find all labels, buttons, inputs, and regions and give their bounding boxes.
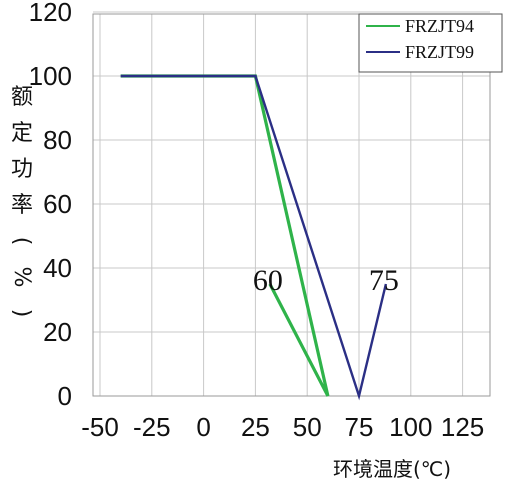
y-tick-labels: 120 100 80 60 40 20 0 <box>29 0 72 411</box>
y-tick-label: 120 <box>29 0 72 27</box>
x-tick-label: 100 <box>389 412 432 442</box>
legend-label: FRZJT94 <box>405 16 474 36</box>
x-tick-label: 75 <box>345 412 374 442</box>
y-axis-label-char: ) <box>9 309 34 318</box>
annotations: 60 75 <box>253 264 399 297</box>
x-tick-label: 50 <box>293 412 322 442</box>
y-tick-label: 60 <box>43 189 72 219</box>
y-axis-label-char: ( <box>9 237 34 246</box>
grid <box>92 11 491 397</box>
y-tick-label: 0 <box>58 381 72 411</box>
y-tick-label: 100 <box>29 61 72 91</box>
plot-frame <box>92 13 491 397</box>
y-axis-label-char: 率 <box>11 193 33 218</box>
y-axis-label-char: % <box>9 267 34 288</box>
series-layer <box>120 74 388 401</box>
x-tick-label: -25 <box>133 412 171 442</box>
y-axis-label-char: 功 <box>11 157 33 182</box>
annotation-label: 60 <box>253 264 283 297</box>
x-tick-label: 125 <box>441 412 484 442</box>
x-tick-label: -50 <box>81 412 119 442</box>
y-axis-label-char: 额 <box>11 85 33 110</box>
x-tick-labels: -50 -25 0 25 50 75 100 125 <box>81 412 484 442</box>
y-axis-label-char: 定 <box>11 121 33 146</box>
legend-box <box>358 13 503 73</box>
y-tick-label: 20 <box>43 317 72 347</box>
x-axis-label: 环境温度(℃) <box>333 457 451 481</box>
legend-label: FRZJT99 <box>405 42 474 62</box>
y-tick-label: 40 <box>43 253 72 283</box>
annotation-label: 75 <box>369 264 399 297</box>
x-tick-label: 25 <box>241 412 270 442</box>
legend: FRZJT94 FRZJT99 <box>358 13 503 73</box>
x-tick-label: 0 <box>196 412 210 442</box>
y-tick-label: 80 <box>43 125 72 155</box>
series-line-FRZJT99 <box>120 74 388 401</box>
